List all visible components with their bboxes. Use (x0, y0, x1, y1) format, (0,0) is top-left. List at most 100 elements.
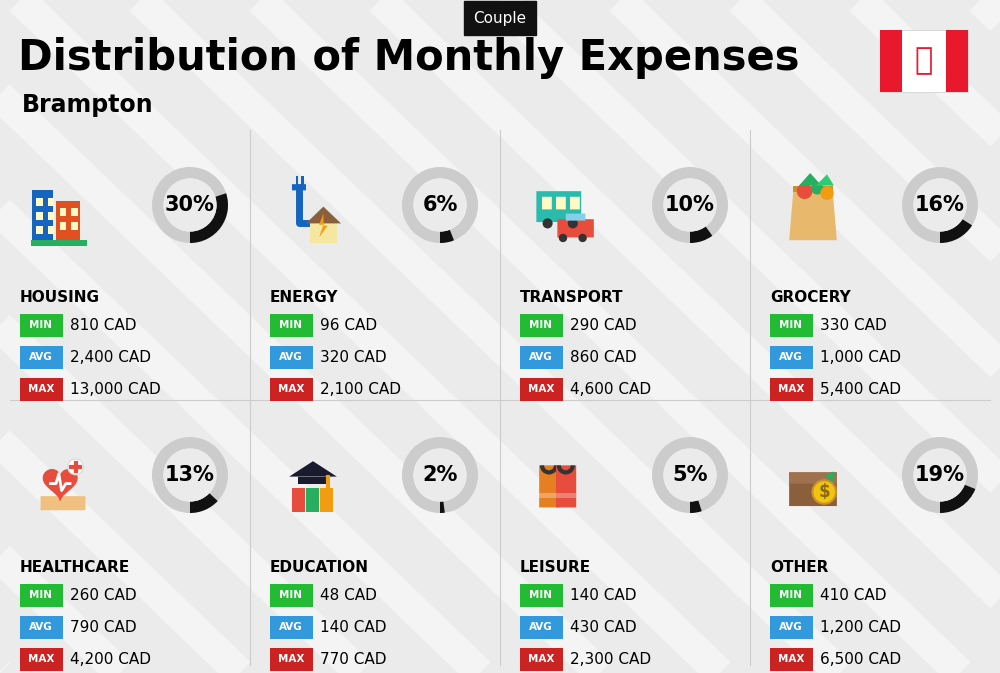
Text: Distribution of Monthly Expenses: Distribution of Monthly Expenses (18, 37, 800, 79)
FancyBboxPatch shape (566, 213, 585, 221)
Text: 790 CAD: 790 CAD (70, 620, 137, 635)
Circle shape (413, 178, 467, 232)
Text: MAX: MAX (278, 654, 304, 664)
FancyBboxPatch shape (56, 201, 80, 240)
FancyBboxPatch shape (32, 190, 53, 240)
Text: Brampton: Brampton (22, 93, 154, 117)
Wedge shape (152, 437, 228, 513)
Wedge shape (652, 437, 728, 513)
FancyBboxPatch shape (520, 378, 562, 400)
Text: MIN: MIN (280, 320, 302, 330)
Text: 260 CAD: 260 CAD (70, 588, 137, 602)
FancyBboxPatch shape (270, 345, 312, 369)
Text: 96 CAD: 96 CAD (320, 318, 377, 332)
Text: 860 CAD: 860 CAD (570, 349, 637, 365)
FancyBboxPatch shape (292, 184, 306, 190)
Text: MAX: MAX (778, 654, 804, 664)
FancyBboxPatch shape (880, 30, 902, 92)
FancyBboxPatch shape (36, 199, 43, 206)
FancyBboxPatch shape (71, 208, 78, 216)
Text: AVG: AVG (529, 622, 553, 632)
FancyBboxPatch shape (20, 378, 62, 400)
Wedge shape (402, 437, 478, 513)
Text: MIN: MIN (530, 320, 552, 330)
Text: 320 CAD: 320 CAD (320, 349, 387, 365)
Polygon shape (799, 173, 821, 186)
Text: AVG: AVG (779, 622, 803, 632)
FancyBboxPatch shape (570, 197, 580, 209)
FancyBboxPatch shape (60, 208, 66, 216)
FancyBboxPatch shape (36, 212, 43, 220)
Text: 10%: 10% (665, 195, 715, 215)
Text: 16%: 16% (915, 195, 965, 215)
FancyBboxPatch shape (770, 647, 812, 670)
Polygon shape (319, 213, 328, 238)
Text: 30%: 30% (165, 195, 215, 215)
Text: 290 CAD: 290 CAD (570, 318, 637, 332)
Text: MIN: MIN (30, 590, 52, 600)
FancyBboxPatch shape (789, 472, 837, 484)
FancyBboxPatch shape (270, 314, 312, 336)
Text: HEALTHCARE: HEALTHCARE (20, 561, 130, 575)
FancyBboxPatch shape (536, 191, 581, 222)
FancyBboxPatch shape (789, 472, 837, 506)
Text: 5%: 5% (672, 465, 708, 485)
FancyBboxPatch shape (556, 493, 576, 497)
Text: 48 CAD: 48 CAD (320, 588, 377, 602)
Wedge shape (402, 167, 478, 243)
Circle shape (913, 178, 967, 232)
Text: 6,500 CAD: 6,500 CAD (820, 651, 901, 666)
Text: 430 CAD: 430 CAD (570, 620, 637, 635)
FancyBboxPatch shape (556, 197, 566, 209)
FancyBboxPatch shape (520, 345, 562, 369)
Text: AVG: AVG (279, 352, 303, 362)
FancyBboxPatch shape (301, 176, 304, 185)
FancyBboxPatch shape (520, 616, 562, 639)
FancyBboxPatch shape (41, 496, 85, 510)
Text: TRANSPORT: TRANSPORT (520, 291, 624, 306)
Circle shape (811, 182, 823, 194)
Text: 2,300 CAD: 2,300 CAD (570, 651, 651, 666)
FancyBboxPatch shape (880, 30, 968, 92)
Wedge shape (690, 500, 702, 513)
FancyBboxPatch shape (292, 488, 305, 511)
Circle shape (163, 178, 217, 232)
Text: AVG: AVG (279, 622, 303, 632)
FancyBboxPatch shape (48, 199, 54, 206)
Circle shape (812, 481, 836, 504)
FancyBboxPatch shape (20, 345, 62, 369)
FancyBboxPatch shape (793, 186, 833, 192)
FancyBboxPatch shape (20, 647, 62, 670)
Text: AVG: AVG (29, 352, 53, 362)
Polygon shape (816, 174, 834, 186)
FancyBboxPatch shape (557, 219, 594, 238)
Circle shape (543, 218, 553, 228)
Text: 1,200 CAD: 1,200 CAD (820, 620, 901, 635)
Wedge shape (152, 167, 228, 243)
Text: 2%: 2% (422, 465, 458, 485)
FancyBboxPatch shape (270, 616, 312, 639)
FancyBboxPatch shape (60, 222, 66, 230)
Text: OTHER: OTHER (770, 561, 828, 575)
Wedge shape (940, 485, 975, 513)
Wedge shape (902, 437, 978, 513)
FancyBboxPatch shape (539, 493, 559, 497)
FancyBboxPatch shape (520, 583, 562, 606)
Wedge shape (190, 493, 218, 513)
FancyBboxPatch shape (298, 476, 328, 484)
FancyBboxPatch shape (71, 222, 78, 230)
Text: 140 CAD: 140 CAD (320, 620, 386, 635)
Text: MAX: MAX (28, 384, 54, 394)
FancyBboxPatch shape (20, 616, 62, 639)
Wedge shape (440, 501, 445, 513)
FancyBboxPatch shape (270, 583, 312, 606)
Circle shape (68, 459, 83, 474)
Text: MIN: MIN (30, 320, 52, 330)
FancyBboxPatch shape (320, 488, 333, 511)
FancyBboxPatch shape (946, 30, 968, 92)
Text: MIN: MIN (780, 320, 802, 330)
Circle shape (820, 186, 834, 200)
FancyBboxPatch shape (770, 616, 812, 639)
Polygon shape (789, 190, 837, 240)
Polygon shape (289, 461, 337, 476)
